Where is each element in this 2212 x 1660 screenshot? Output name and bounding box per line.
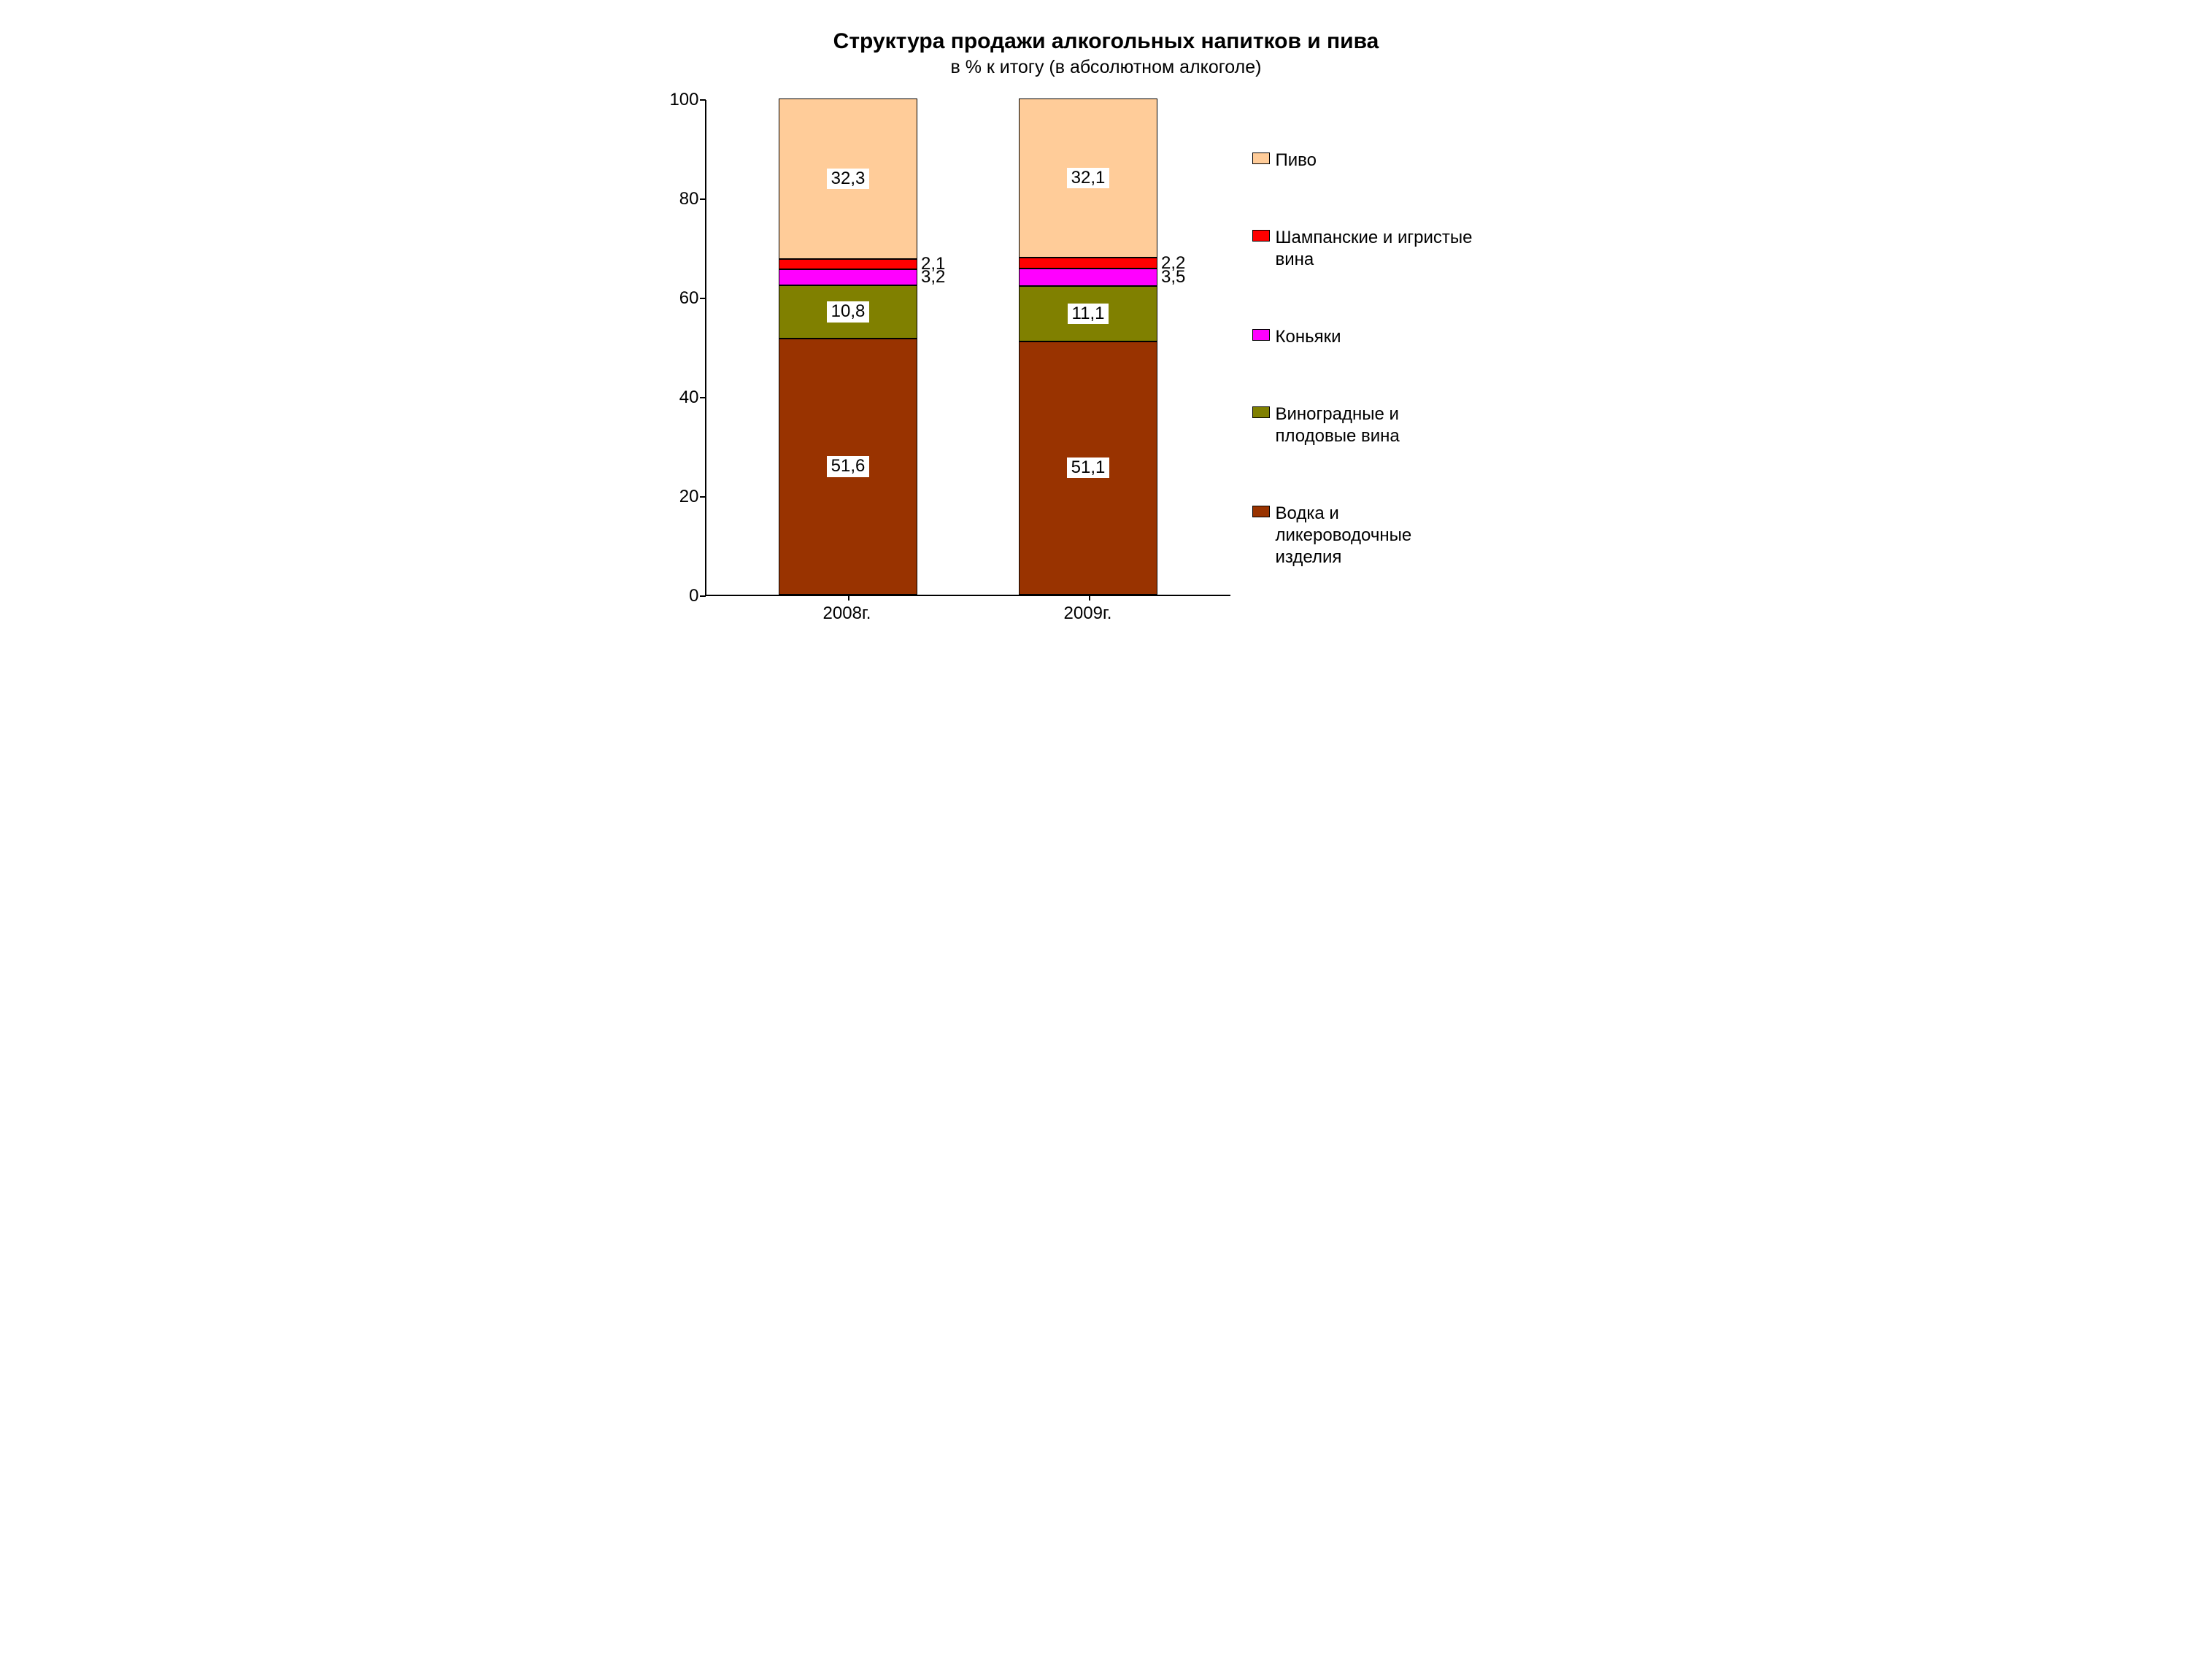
y-tick-label: 60 bbox=[679, 288, 699, 309]
bar: 51,6 10,8 3,22,1 32,3 bbox=[779, 99, 917, 595]
chart-body: 020406080100 51,610,83,22,132,351,111,13… bbox=[661, 100, 1552, 596]
legend-item: Пиво bbox=[1252, 150, 1493, 171]
data-label: 51,1 bbox=[1067, 458, 1110, 478]
legend-label: Виноградные и плодовые вина bbox=[1276, 404, 1480, 447]
legend-label: Пиво bbox=[1276, 150, 1317, 171]
y-tick-label: 80 bbox=[679, 189, 699, 209]
legend-item: Коньяки bbox=[1252, 326, 1493, 348]
legend-label: Коньяки bbox=[1276, 326, 1341, 348]
chart-titles: Структура продажи алкогольных напитков и… bbox=[661, 29, 1552, 78]
legend-label: Шампанские и игристые вина bbox=[1276, 227, 1480, 271]
legend-swatch bbox=[1252, 230, 1270, 242]
data-label: 32,1 bbox=[1067, 168, 1110, 188]
legend-swatch bbox=[1252, 406, 1270, 418]
legend-swatch bbox=[1252, 153, 1270, 164]
data-label: 51,6 bbox=[827, 456, 870, 476]
legend-swatch bbox=[1252, 329, 1270, 341]
chart-title: Структура продажи алкогольных напитков и… bbox=[661, 29, 1552, 54]
x-tick-mark bbox=[848, 595, 849, 601]
y-tick-label: 40 bbox=[679, 387, 699, 408]
bar-segment-vodka: 51,6 bbox=[779, 339, 917, 595]
legend: Пиво Шампанские и игристые вина Коньяки Вин… bbox=[1230, 100, 1493, 596]
bar-segment-cognac: 3,5 bbox=[1019, 269, 1157, 286]
bar-segment-wine: 11,1 bbox=[1019, 286, 1157, 341]
legend-item: Виноградные и плодовые вина bbox=[1252, 404, 1493, 447]
data-label: 2,2 bbox=[1161, 254, 1185, 273]
x-axis-labels: 2008г. 2009г. bbox=[705, 603, 1230, 624]
chart-container: Структура продажи алкогольных напитков и… bbox=[661, 29, 1552, 596]
bar-segment-wine: 10,8 bbox=[779, 285, 917, 339]
y-tick-label: 20 bbox=[679, 487, 699, 507]
y-tick-label: 100 bbox=[669, 90, 698, 110]
bar-segment-champ: 2,1 bbox=[779, 259, 917, 269]
data-label: 10,8 bbox=[827, 301, 870, 322]
plot-area: 51,6 10,8 3,22,1 32,3 51,1 11,1 3,52,2 32,1 bbox=[705, 100, 1230, 596]
bar: 51,1 11,1 3,52,2 32,1 bbox=[1019, 99, 1157, 595]
bar-segment-champ: 2,2 bbox=[1019, 258, 1157, 269]
chart-subtitle: в % к итогу (в абсолютном алкоголе) bbox=[661, 57, 1552, 78]
data-label: 2,1 bbox=[921, 255, 945, 274]
legend-item: Шампанские и игристые вина bbox=[1252, 227, 1493, 271]
x-tick-label: 2009г. bbox=[1019, 603, 1157, 624]
legend-item: Водка и ликероводочные изделия bbox=[1252, 503, 1493, 568]
x-tick-label: 2008г. bbox=[778, 603, 917, 624]
data-label: 11,1 bbox=[1068, 304, 1109, 324]
bar-segment-cognac: 3,2 bbox=[779, 269, 917, 285]
legend-label: Водка и ликероводочные изделия bbox=[1276, 503, 1480, 568]
data-label: 32,3 bbox=[827, 169, 870, 189]
bar-segment-beer: 32,1 bbox=[1019, 99, 1157, 258]
legend-swatch bbox=[1252, 506, 1270, 517]
bar-segment-vodka: 51,1 bbox=[1019, 341, 1157, 595]
x-tick-mark bbox=[1089, 595, 1090, 601]
bars-container: 51,6 10,8 3,22,1 32,3 51,1 11,1 3,52,2 32,1 bbox=[706, 100, 1230, 595]
y-axis: 020406080100 bbox=[661, 100, 705, 596]
plot-column: 020406080100 51,610,83,22,132,351,111,13… bbox=[661, 100, 1230, 596]
y-tick-label: 0 bbox=[689, 586, 698, 606]
bar-segment-beer: 32,3 bbox=[779, 99, 917, 259]
